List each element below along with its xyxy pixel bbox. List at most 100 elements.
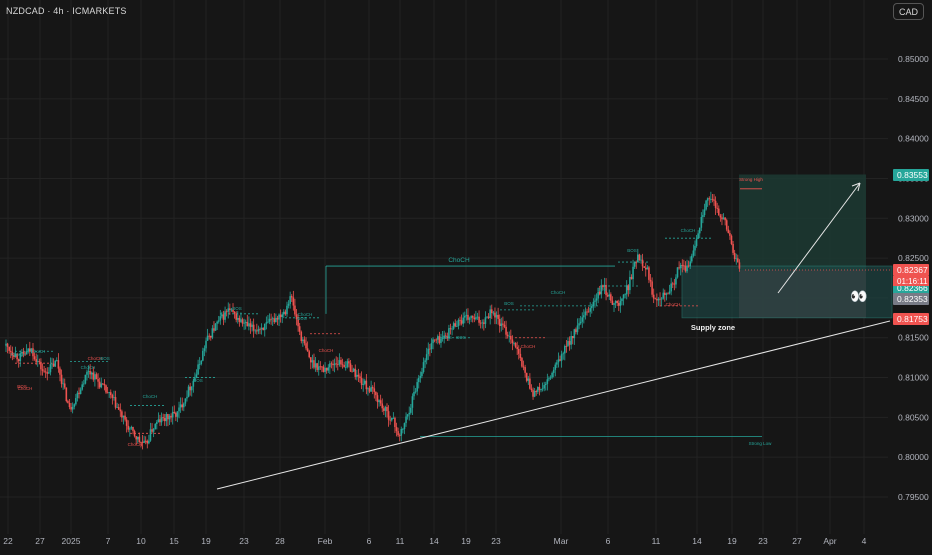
candle-body (460, 320, 463, 324)
candle-body (441, 337, 444, 339)
currency-button[interactable]: CAD (893, 3, 924, 20)
candle-body (708, 198, 711, 200)
candle-body (360, 378, 363, 385)
candle-body (76, 392, 79, 399)
candle-body (694, 245, 696, 251)
candle-body (478, 316, 480, 323)
candle-body (205, 340, 207, 349)
candle-body (41, 369, 44, 371)
price-label-text-target: 0.83553 (897, 170, 928, 180)
bos-label: BOS (504, 301, 514, 306)
candle-body (535, 391, 538, 392)
x-tick-label: 27 (35, 536, 45, 546)
candle-body (408, 412, 411, 415)
zone-layer (681, 174, 893, 319)
x-tick-label: 28 (275, 536, 285, 546)
x-tick-label: 19 (461, 536, 471, 546)
candle-body (160, 417, 163, 423)
candle-body (541, 388, 544, 390)
candle-body (295, 314, 298, 320)
candle-body (457, 319, 460, 327)
candle-body (30, 348, 33, 352)
candle-body (567, 341, 569, 347)
candle-body (546, 379, 549, 384)
candle-body (63, 383, 66, 388)
candle-body (79, 389, 82, 395)
candle-body (608, 294, 611, 297)
candle-body (357, 374, 360, 377)
candle-body (49, 364, 52, 373)
candle-body (370, 387, 372, 392)
candle-body (13, 355, 15, 357)
candle-body (586, 311, 588, 313)
candle-body (133, 430, 136, 437)
candle-body (432, 339, 434, 344)
y-tick-label: 0.83000 (898, 213, 929, 223)
candle-body (500, 323, 503, 326)
countdown-bg (893, 276, 929, 286)
candle-body (664, 292, 666, 295)
candle-body (438, 336, 441, 343)
candle-body (125, 419, 128, 426)
candle-body (284, 311, 287, 315)
candle-body (263, 323, 266, 331)
candle-body (311, 360, 314, 363)
candle-body (589, 308, 591, 312)
candle-body (346, 361, 349, 368)
candle-body (487, 316, 490, 319)
candle-body (505, 326, 507, 335)
candle-body (383, 408, 385, 411)
candle-body (249, 323, 252, 327)
candle-body (594, 300, 596, 302)
candle-body (638, 254, 641, 261)
candle-body (240, 319, 242, 322)
candle-body (714, 200, 717, 208)
candle-body (25, 351, 28, 355)
candle-body (313, 360, 315, 368)
candle-body (59, 368, 61, 375)
candle-body (551, 372, 553, 378)
y-tick-label: 0.81000 (898, 373, 929, 383)
candle-body (241, 319, 244, 324)
candle-body (270, 318, 272, 320)
candle-body (440, 338, 442, 343)
price-label-stop (893, 313, 929, 325)
candle-body (735, 258, 738, 260)
candle-body (136, 436, 139, 440)
candle-body (170, 415, 172, 418)
candle-body (38, 361, 41, 363)
candle-body (167, 413, 169, 420)
candle-body (154, 424, 157, 429)
candle-body (494, 312, 496, 318)
candle-body (427, 348, 430, 355)
candle-body (254, 330, 257, 332)
x-tick-label: 27 (792, 536, 802, 546)
candle-body (314, 363, 317, 368)
candle-body (184, 398, 187, 404)
candle-body (29, 348, 31, 352)
candle-body (216, 321, 218, 324)
candle-body (6, 343, 9, 347)
y-tick-label: 0.81500 (898, 333, 929, 343)
price-label-text-bid: 0.82366 (897, 283, 928, 293)
candle-body (268, 318, 271, 322)
candle-body (256, 330, 258, 332)
x-tick-label: Feb (318, 536, 333, 546)
candle-body (389, 419, 391, 421)
price-label-text-last: 0.82367 (897, 265, 928, 275)
bos-label: BOS (597, 287, 607, 292)
candle-body (230, 309, 233, 311)
candle-body (562, 353, 565, 355)
candle-body (686, 265, 688, 272)
y-tick-label: 0.82500 (898, 253, 929, 263)
candle-body (414, 391, 417, 393)
candle-body (400, 429, 403, 436)
candle-body (398, 435, 401, 437)
candle-body (65, 387, 68, 402)
candle-body (273, 318, 276, 323)
candle-body (363, 380, 366, 384)
candle-body (103, 383, 106, 386)
candle-body (703, 209, 706, 216)
